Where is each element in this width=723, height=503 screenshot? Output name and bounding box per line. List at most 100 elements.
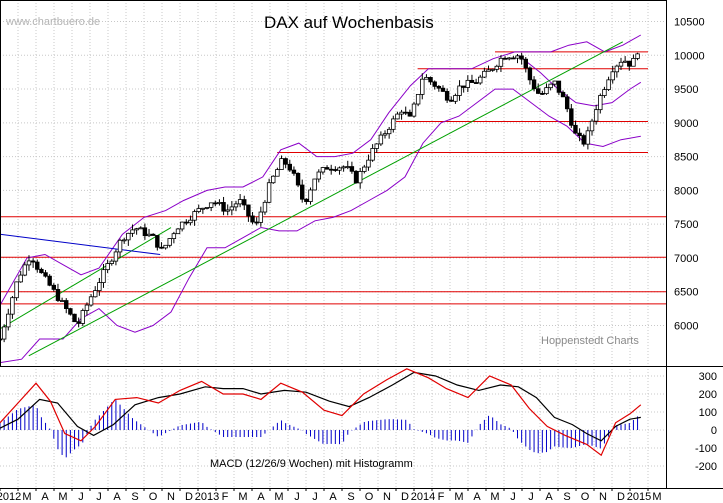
- candle-body: [631, 58, 636, 67]
- grid: [0, 0, 666, 488]
- candle-body: [585, 130, 591, 145]
- price-tick-label: 10000: [674, 50, 705, 62]
- x-tick-label: F: [222, 491, 229, 503]
- candle-body: [316, 171, 321, 180]
- candle-body: [457, 85, 462, 96]
- x-tick-label: J: [96, 491, 102, 503]
- candle-body: [225, 209, 230, 212]
- chart-title: DAX auf Wochenbasis: [264, 13, 434, 32]
- candle-body: [196, 208, 201, 212]
- candle-body: [345, 166, 350, 168]
- candle-body: [391, 118, 396, 130]
- candle-body: [328, 168, 334, 171]
- bollinger-lower-band: [0, 88, 641, 364]
- candle-body: [184, 221, 189, 224]
- candle-body: [490, 68, 495, 71]
- candle-body: [175, 228, 181, 235]
- candle-body: [432, 81, 437, 87]
- candle-body: [569, 108, 574, 126]
- candle-body: [221, 202, 226, 212]
- price-tick-label: 9500: [674, 84, 698, 96]
- price-tick-label: 8000: [674, 185, 698, 197]
- bollinger-middle-band: [518, 54, 642, 107]
- candle-body: [254, 221, 259, 224]
- candle-body: [374, 143, 379, 149]
- candle-body: [171, 233, 177, 239]
- candle-body: [531, 79, 537, 90]
- candle-body: [449, 99, 454, 102]
- candle-body: [473, 82, 479, 84]
- candle-body: [6, 313, 11, 328]
- uptrend-line: [28, 41, 624, 357]
- macd-line: [0, 371, 641, 442]
- candle-body: [581, 135, 586, 145]
- candle-body: [279, 158, 284, 170]
- price-panel: [0, 34, 666, 364]
- candle-body: [382, 133, 388, 136]
- candle-body: [262, 201, 268, 213]
- candle-body: [527, 67, 533, 81]
- candle-body: [97, 282, 102, 292]
- candle-body: [627, 60, 632, 67]
- x-tick-label: M: [58, 491, 67, 503]
- x-tick-label: F: [438, 491, 445, 503]
- candle-body: [444, 91, 450, 101]
- price-tick-label: 7000: [674, 253, 698, 265]
- candle-body: [213, 202, 218, 205]
- candle-body: [564, 96, 570, 110]
- candle-body: [266, 182, 272, 203]
- candle-body: [179, 221, 185, 230]
- candle-body: [163, 244, 168, 249]
- price-tick-label: 7500: [674, 219, 698, 231]
- candle-body: [138, 227, 143, 230]
- x-tick-label: O: [581, 491, 590, 503]
- candle-body: [142, 227, 148, 237]
- candle-body: [333, 169, 338, 171]
- candle-body: [300, 184, 305, 200]
- candle-body: [337, 167, 342, 171]
- candle-body: [208, 202, 214, 208]
- x-tick-label: S: [131, 491, 138, 503]
- candle-body: [353, 170, 359, 184]
- candle-body: [411, 103, 417, 117]
- x-tick-label: S: [563, 491, 570, 503]
- candle-body: [548, 83, 553, 89]
- candle-body: [122, 239, 127, 242]
- x-tick-label: A: [473, 491, 481, 503]
- candle-body: [515, 55, 520, 59]
- candle-body: [378, 134, 384, 145]
- candle-body: [519, 55, 524, 60]
- x-tick-label: M: [274, 491, 283, 503]
- candle-body: [101, 269, 106, 283]
- candle-body: [486, 69, 491, 72]
- candle-body: [598, 95, 603, 111]
- candle-body: [498, 57, 504, 67]
- x-tick-label: M: [652, 491, 661, 503]
- candle-body: [386, 128, 392, 135]
- candle-body: [43, 272, 48, 277]
- candle-body: [593, 109, 599, 122]
- candle-body: [320, 167, 326, 173]
- candle-body: [93, 290, 98, 298]
- candle-body: [150, 233, 156, 236]
- x-tick-label: M: [22, 491, 31, 503]
- candle-body: [366, 159, 371, 168]
- macd-panel: [0, 368, 642, 458]
- candle-body: [370, 148, 375, 161]
- candle-body: [295, 172, 301, 186]
- x-tick-label: D: [401, 491, 409, 503]
- candle-body: [217, 202, 222, 204]
- candle-body: [10, 297, 15, 315]
- x-tick-label: S: [347, 491, 354, 503]
- candle-body: [233, 203, 239, 208]
- x-tick-label: N: [599, 491, 607, 503]
- candle-body: [453, 95, 458, 102]
- candle-body: [552, 80, 557, 85]
- candle-body: [420, 78, 425, 95]
- candle-body: [105, 263, 110, 271]
- candle-body: [602, 89, 607, 96]
- candle-body: [523, 58, 528, 69]
- x-tick-label: 2015: [627, 491, 651, 503]
- candle-body: [55, 289, 61, 301]
